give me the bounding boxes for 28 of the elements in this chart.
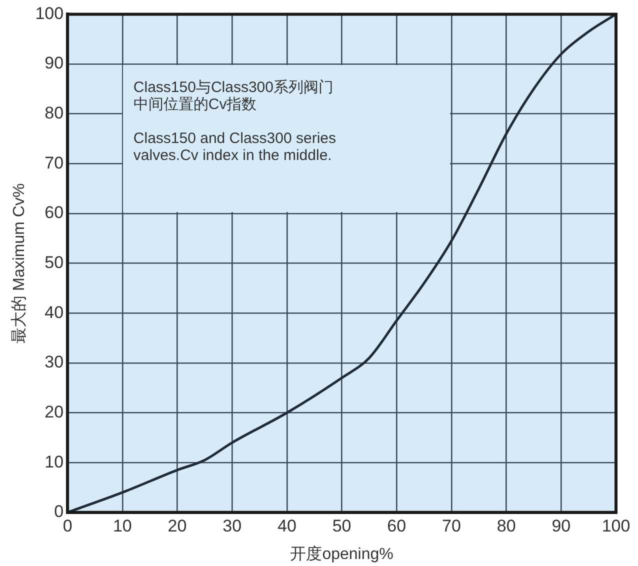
annotation: Class150与Class300系列阀门	[133, 79, 334, 96]
annotation: 中间位置的Cv指数	[133, 96, 258, 114]
x-tick-label: 70	[442, 516, 461, 536]
y-tick-label: 50	[44, 252, 64, 272]
y-tick-label: 20	[44, 402, 64, 422]
x-axis-title: 开度opening%	[290, 544, 394, 563]
y-tick-label: 80	[44, 104, 64, 123]
x-tick-label: 100	[602, 516, 630, 536]
x-tick-label: 90	[552, 516, 571, 536]
y-tick-label: 30	[44, 352, 64, 372]
y-tick-label: 10	[44, 452, 64, 472]
y-tick-label: 60	[44, 203, 64, 222]
y-axis-title: 最大的 Maximum Cv%	[10, 183, 28, 344]
x-tick-label: 50	[332, 516, 352, 536]
y-tick-label: 90	[44, 54, 64, 73]
y-tick-label: 100	[35, 4, 64, 23]
annotation: Class150 and Class300 series valves.Cv index in the middle.	[133, 130, 338, 164]
x-tick-label: 60	[387, 516, 406, 536]
y-tick-label: 70	[44, 153, 64, 172]
line-series	[68, 14, 616, 512]
x-tick-label: 30	[222, 516, 242, 536]
x-tick-label: 10	[112, 516, 132, 536]
x-tick-label: 40	[277, 516, 296, 536]
x-tick-label: 20	[168, 516, 187, 536]
x-tick-label: 80	[496, 516, 516, 536]
y-tick-label: 0	[54, 502, 64, 522]
y-tick-label: 40	[44, 302, 64, 322]
text-box: Class150与Class300系列阀门 中间位置的Cv指数 Class150 and Class300 series valves.Cv index in the middle.	[123, 65, 450, 212]
